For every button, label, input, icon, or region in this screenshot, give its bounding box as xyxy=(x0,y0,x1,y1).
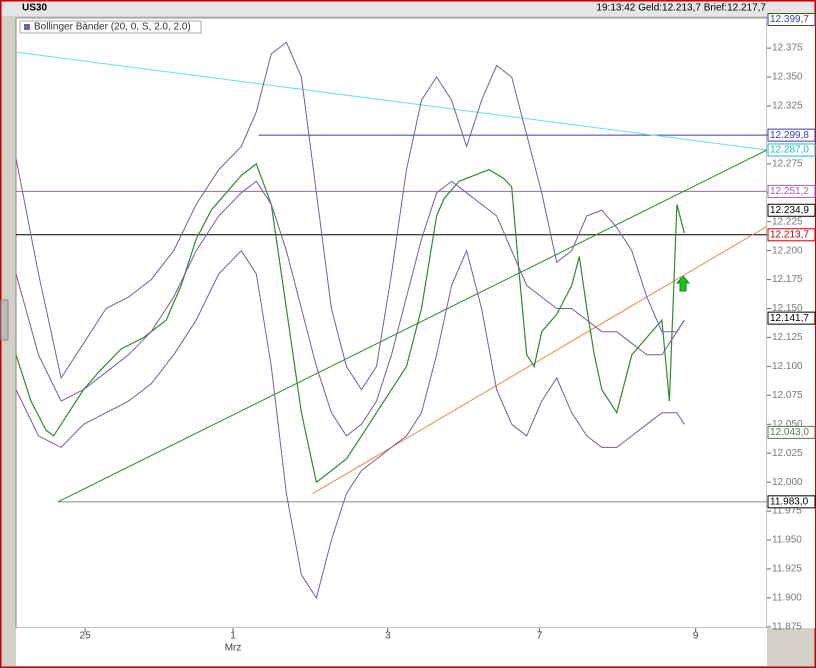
title-bar xyxy=(0,0,816,16)
y-tick-label: 12.125 xyxy=(772,332,803,343)
level-label: 12.043,0 xyxy=(770,427,809,438)
y-tick-label: 12.350 xyxy=(772,72,803,83)
y-tick-label: 12.100 xyxy=(772,361,803,372)
trendline xyxy=(15,51,768,151)
y-tick-label: 12.000 xyxy=(772,477,803,488)
level-box xyxy=(767,128,816,142)
x-tick-label: 25 xyxy=(80,631,92,642)
level-box xyxy=(767,311,816,325)
y-tick-label: 12.150 xyxy=(772,303,803,314)
y-tick-label: 12.050 xyxy=(772,419,803,430)
level-label: 12.141,7 xyxy=(770,313,809,324)
level-label: 12.234,9 xyxy=(770,205,809,216)
x-tick-label: 9 xyxy=(693,631,699,642)
level-label: 12.287,0 xyxy=(770,145,809,156)
bollinger-band xyxy=(15,249,685,600)
y-tick-label: 12.200 xyxy=(772,245,803,256)
y-tick-label: 12.375 xyxy=(772,43,803,54)
y-tick-label: 11.950 xyxy=(772,535,802,546)
y-tick-label: 11.925 xyxy=(772,564,802,575)
trendline xyxy=(57,149,768,503)
level-label: 11.983,0 xyxy=(770,496,809,507)
level-box xyxy=(767,228,816,242)
bollinger-band xyxy=(15,180,685,437)
y-tick-label: 12.025 xyxy=(772,448,803,459)
indicator-label: Bollinger Bänder (20, 0, S, 2.0, 2.0) xyxy=(34,22,191,33)
level-label: 12.299,8 xyxy=(770,130,809,141)
bollinger-band xyxy=(15,41,685,391)
y-tick-label: 11.975 xyxy=(772,506,802,517)
indicator-icon xyxy=(24,24,30,30)
level-box xyxy=(767,13,816,27)
symbol: US30 xyxy=(22,3,47,14)
level-box xyxy=(767,184,816,198)
level-box xyxy=(767,495,816,509)
x-tick-label: 3 xyxy=(385,631,391,642)
level-label: 12.399,7 xyxy=(770,14,809,25)
month-label: Mrz xyxy=(225,643,242,654)
side-tab[interactable] xyxy=(0,299,9,341)
signal-arrow xyxy=(675,275,691,292)
level-label: 12.251,2 xyxy=(770,186,809,197)
x-tick-label: 1 xyxy=(230,631,236,642)
y-tick-label: 12.175 xyxy=(772,274,803,285)
quote-status: 19:13:42 Geld:12.213,7 Brief:12.217,7 xyxy=(596,3,766,14)
level-label: 12.213,7 xyxy=(770,229,809,240)
time-axis xyxy=(16,628,767,666)
y-tick-label: 12.325 xyxy=(772,101,803,112)
y-tick-label: 12.075 xyxy=(772,390,803,401)
level-box xyxy=(767,425,816,439)
y-tick-label: 12.225 xyxy=(772,216,803,227)
y-tick-label: 11.900 xyxy=(772,593,802,604)
y-tick-label: 12.275 xyxy=(772,158,803,169)
level-box xyxy=(767,143,816,157)
plot-area xyxy=(15,17,768,629)
y-tick-label: 11.875 xyxy=(772,621,802,632)
trendline xyxy=(312,225,768,495)
indicator-box[interactable] xyxy=(19,20,202,34)
x-tick-label: 7 xyxy=(537,631,543,642)
level-box xyxy=(767,203,816,217)
